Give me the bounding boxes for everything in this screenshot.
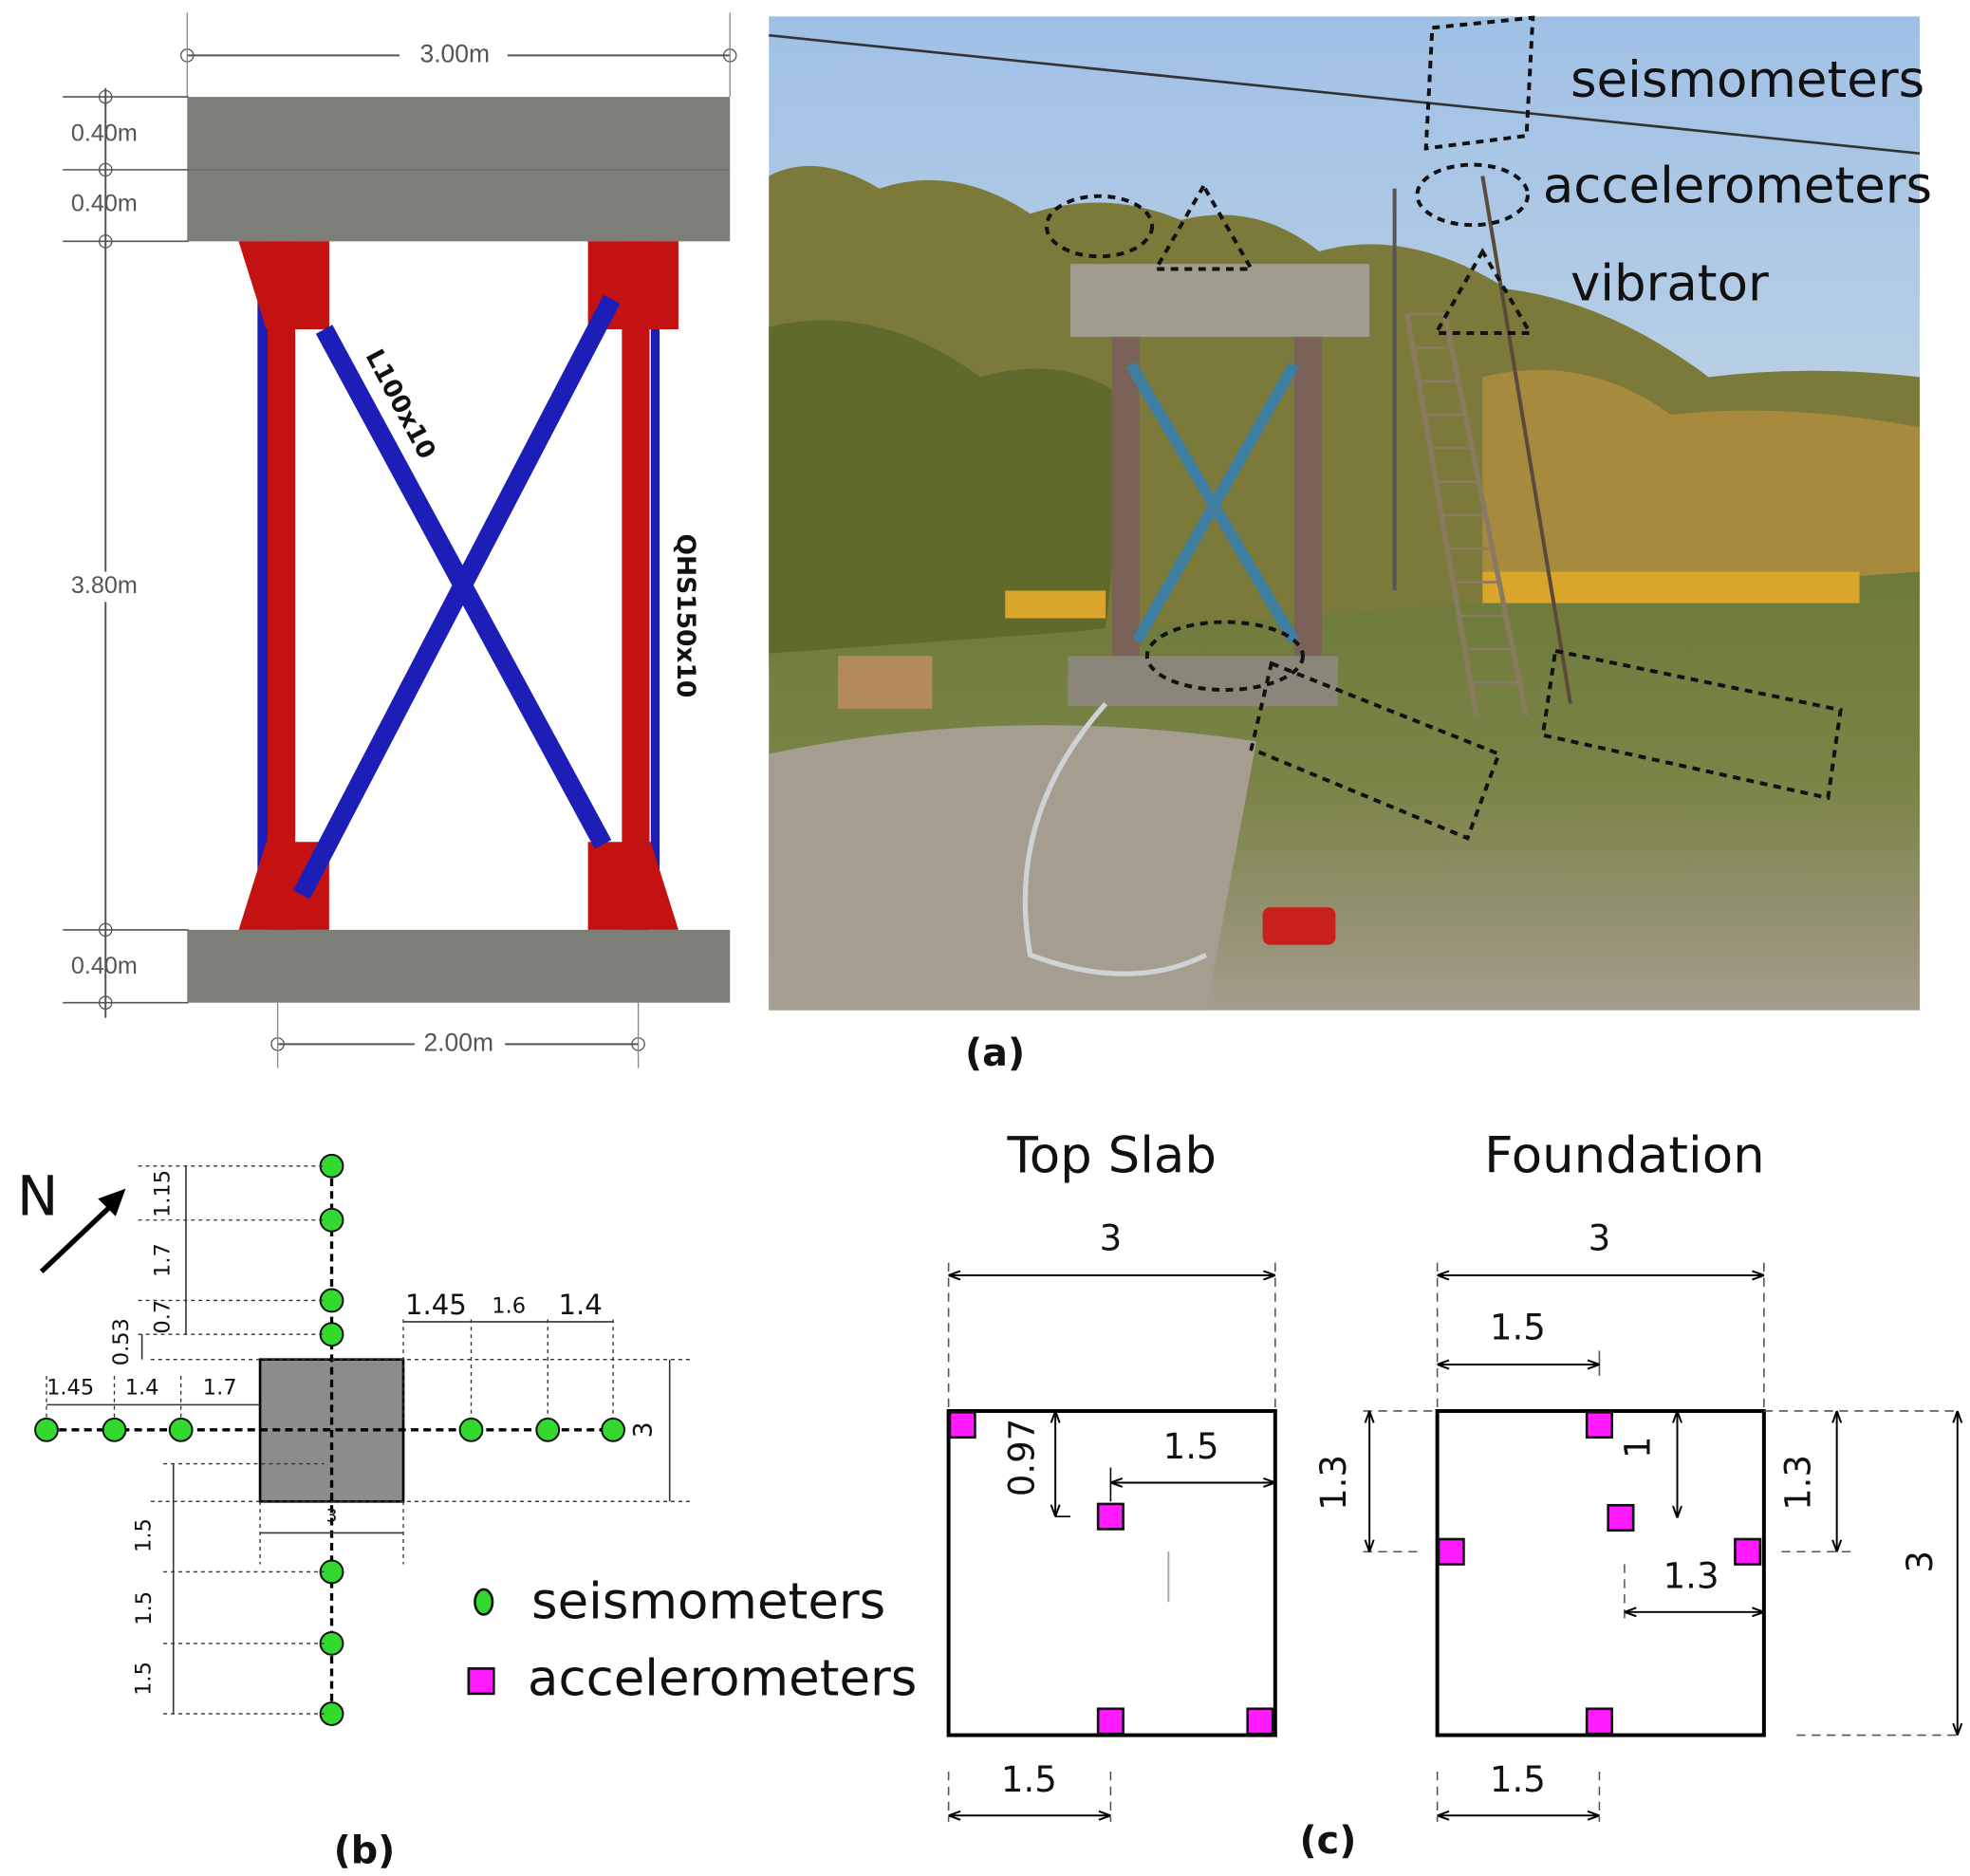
legend-label: accelerometers [528,1649,917,1707]
panel-title: Top Slab [1006,1126,1217,1184]
seismometer [536,1419,559,1441]
dimension-label: 1.4 [559,1289,603,1321]
dimension-label: 1.5 [132,1591,157,1625]
accelerometer [1587,1412,1611,1437]
dimension-label: 2.00m [423,1028,493,1056]
dimension-label: 1.3 [1778,1455,1819,1511]
dimension-label: 1.5 [132,1518,157,1552]
dimension-label: 1.7 [203,1376,237,1401]
dimension-label: 1.5 [1490,1759,1546,1800]
dimension-label: 1.5 [1163,1426,1219,1467]
dimension-label: 0.53 [109,1318,134,1365]
vibrator-unit [1263,907,1336,945]
dimension-label: 3.00m [419,39,490,67]
dimension-label: 0.40m [71,953,138,979]
seismometer [321,1155,344,1178]
dimension-label: 3 [1589,1217,1611,1258]
seismometer [321,1290,344,1312]
dimension-label: 3 [326,1507,338,1527]
dimension-label: 1 [1617,1437,1658,1459]
photo-label: accelerometers [1543,157,1932,214]
top-slab-plan [949,1411,1275,1736]
fence [1482,572,1859,604]
seismometer [170,1419,193,1441]
box [838,656,932,709]
panel-title: Foundation [1484,1126,1764,1184]
seismometer [35,1419,58,1441]
dimension-label: 1.5 [1001,1759,1057,1800]
figure: 3.00m0.40m0.40m3.80m0.40m2.00mL100x10QHS… [0,0,1970,1876]
accelerometer [950,1412,975,1437]
dimension-label: 1.3 [1663,1556,1719,1597]
dimension-label: 1.5 [1490,1307,1546,1347]
dimension-label: 1.3 [1313,1455,1354,1511]
north-label: N [17,1164,59,1229]
dimension-label: 3.80m [71,572,138,599]
photo-label: vibrator [1570,255,1769,313]
seismometer [321,1209,344,1232]
dimension-label: 3 [1100,1217,1123,1258]
seismometer [103,1419,126,1441]
dimension-label: 1.4 [125,1376,159,1401]
accelerometer [1098,1709,1123,1734]
dimension-label: 0.7 [151,1300,176,1334]
photo-column [1112,337,1140,658]
dimension-label: 1.6 [492,1294,526,1319]
column-flange [257,297,268,902]
dimension-label: 1.7 [151,1243,176,1277]
dimension-label: 1.15 [151,1170,176,1217]
seismometer [321,1323,344,1346]
column [622,241,649,930]
accelerometer [1248,1709,1273,1734]
accelerometer [1439,1539,1463,1564]
photo-foundation [1068,656,1338,706]
gusset [588,842,678,930]
seismometer [460,1419,483,1441]
photo-slab [1070,264,1369,337]
dimension-label: 3 [1900,1551,1941,1573]
column [268,241,295,930]
dimension-label: 0.97 [1002,1419,1043,1497]
dimension-label: 1.5 [132,1662,157,1696]
accelerometer [1587,1709,1611,1734]
photo-label: seismometers [1570,51,1924,109]
legend-accelerometer [469,1668,493,1693]
photo-gravel [769,725,1256,1010]
accelerometer [1608,1505,1633,1530]
column-flange [651,297,660,902]
photo-column [1294,337,1322,658]
dimension-label: 1.45 [46,1376,94,1401]
caption: (b) [334,1830,396,1873]
dimension-label: 0.40m [71,191,138,217]
legend-label: seismometers [531,1573,885,1631]
accelerometer [1735,1539,1759,1564]
caption: (a) [965,1031,1025,1075]
fence [1005,590,1106,618]
gusset [239,241,329,329]
dimension-label: 0.40m [71,120,138,146]
dimension-label: 3 [629,1421,659,1438]
legend-seismometer [474,1589,492,1614]
dimension-label: 1.45 [405,1289,467,1321]
seismometer [602,1419,624,1441]
accelerometer [1098,1504,1123,1529]
member-label: QHS150x10 [671,533,700,697]
bottom-slab [187,930,730,1003]
caption: (c) [1300,1819,1357,1863]
